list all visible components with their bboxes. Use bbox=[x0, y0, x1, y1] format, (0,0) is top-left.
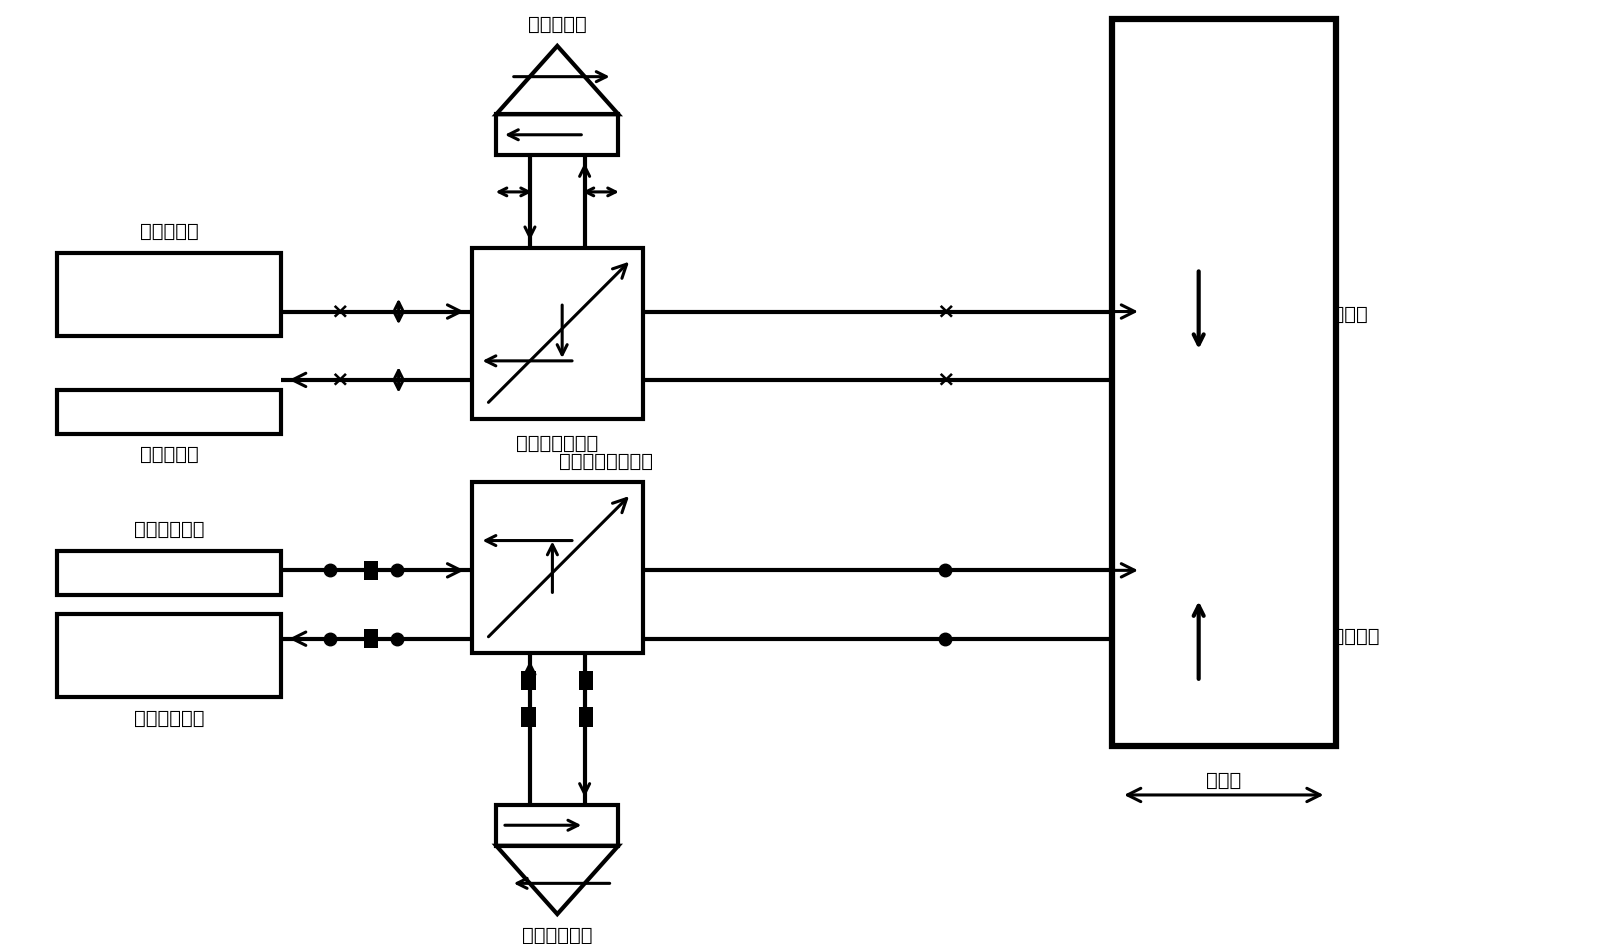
Bar bbox=[497, 804, 618, 846]
Text: ×: × bbox=[331, 301, 350, 322]
Bar bbox=[364, 561, 379, 581]
Text: 被校准测量镜: 被校准测量镜 bbox=[1309, 627, 1379, 646]
Bar bbox=[471, 248, 642, 419]
Bar bbox=[1146, 561, 1298, 712]
Bar bbox=[1146, 238, 1298, 390]
Text: 标准参考镜: 标准参考镜 bbox=[527, 15, 586, 34]
Bar bbox=[521, 671, 535, 690]
Bar bbox=[58, 550, 281, 595]
Text: 被校准参考镜: 被校准参考镜 bbox=[523, 926, 593, 944]
Bar bbox=[364, 629, 379, 649]
Text: ×: × bbox=[331, 370, 350, 390]
Bar bbox=[497, 114, 618, 155]
Bar bbox=[58, 615, 281, 698]
Text: ×: × bbox=[936, 301, 954, 322]
Bar bbox=[471, 482, 642, 653]
Text: 标准接收器: 标准接收器 bbox=[139, 446, 198, 464]
Bar bbox=[58, 253, 281, 336]
Bar bbox=[1112, 19, 1336, 746]
Text: 运动台: 运动台 bbox=[1206, 770, 1242, 789]
Bar bbox=[578, 671, 593, 690]
Text: 标准偏振分光镜: 标准偏振分光镜 bbox=[516, 433, 598, 452]
Text: ×: × bbox=[936, 370, 954, 390]
Bar bbox=[58, 390, 281, 433]
Bar bbox=[578, 707, 593, 727]
Bar bbox=[521, 707, 535, 727]
Text: 被校准激光器: 被校准激光器 bbox=[134, 709, 205, 728]
Text: 标准测量镜: 标准测量镜 bbox=[1309, 305, 1368, 324]
Text: 标准激光器: 标准激光器 bbox=[139, 222, 198, 242]
Text: 被校准偏振分光镜: 被校准偏振分光镜 bbox=[559, 452, 654, 471]
Text: 被校准接收器: 被校准接收器 bbox=[134, 520, 205, 539]
